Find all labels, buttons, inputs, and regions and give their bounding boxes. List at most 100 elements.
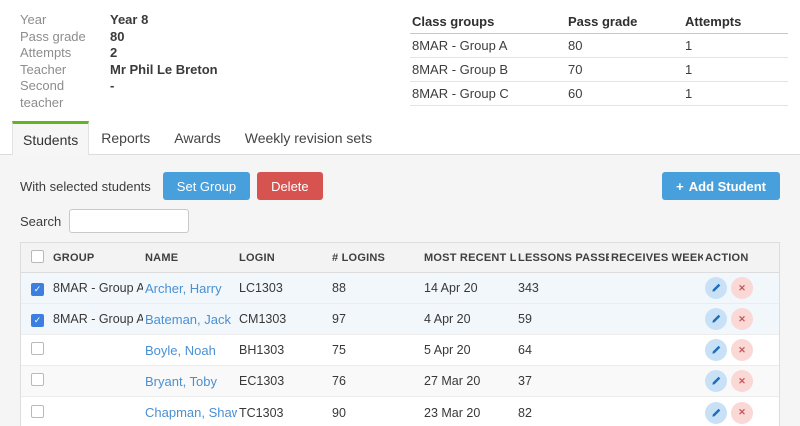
student-login: BH1303 xyxy=(239,343,285,357)
student-login: TC1303 xyxy=(239,405,284,420)
student-name-link[interactable]: Archer, Harry xyxy=(145,280,222,296)
student-lessons-passed: 59 xyxy=(518,312,532,326)
overview-label: Second teacher xyxy=(20,78,65,110)
student-login: CM1303 xyxy=(239,312,287,326)
x-icon: ✕ xyxy=(738,407,746,417)
edit-student-button[interactable] xyxy=(705,308,727,330)
tab-reports[interactable]: Reports xyxy=(101,129,151,146)
student-lessons-passed: 82 xyxy=(518,405,532,420)
edit-student-button[interactable] xyxy=(705,339,727,361)
students-tab-panel: With selected students Set Group Delete … xyxy=(0,155,800,426)
plus-icon: + xyxy=(676,178,684,194)
student-name-link[interactable]: Bryant, Toby xyxy=(145,373,218,389)
student-login: EC1303 xyxy=(239,374,285,388)
class-group-attempts: 1 xyxy=(685,86,693,101)
class-group-attempts: 1 xyxy=(685,38,693,53)
student-name-link[interactable]: Chapman, Shawn xyxy=(145,405,237,420)
student-name-link[interactable]: Bateman, Jack xyxy=(145,311,231,327)
class-groups-table: Class groups Pass grade Attempts 8MAR - … xyxy=(410,10,788,106)
class-groups-header: Class groups Pass grade Attempts xyxy=(410,10,788,34)
student-name-link[interactable]: Boyle, Noah xyxy=(145,342,216,358)
student-group: 8MAR - Group A xyxy=(53,281,143,295)
class-groups-header-name: Class groups xyxy=(412,14,495,29)
overview-value: 2 xyxy=(110,45,118,60)
student-most-recent: 23 Mar 20 xyxy=(424,405,481,420)
bulk-actions-toolbar: With selected students Set Group Delete … xyxy=(20,172,780,200)
overview-value: Mr Phil Le Breton xyxy=(110,61,218,77)
class-group-row: 8MAR - Group C 60 1 xyxy=(410,82,788,106)
overview-row-attempts: Attempts 2 xyxy=(20,45,218,62)
row-checkbox[interactable] xyxy=(31,342,44,355)
student-most-recent: 27 Mar 20 xyxy=(424,374,481,388)
class-group-pass-grade: 60 xyxy=(568,86,583,101)
student-login: LC1303 xyxy=(239,281,283,295)
student-most-recent: 14 Apr 20 xyxy=(424,281,478,295)
overview-row-year: Year Year 8 xyxy=(20,12,218,29)
header-group: GROUP xyxy=(53,251,95,264)
student-row: 8MAR - Group A Archer, Harry LC1303 88 1… xyxy=(21,273,779,304)
header-login: LOGIN xyxy=(239,251,275,264)
tab-awards[interactable]: Awards xyxy=(174,129,221,146)
overview-label: Pass grade xyxy=(20,28,86,44)
search-row: Search xyxy=(20,209,780,233)
row-checkbox[interactable] xyxy=(31,314,44,327)
tab-bar: Students Reports Awards Weekly revision … xyxy=(0,121,800,155)
x-icon: ✕ xyxy=(738,344,746,355)
student-lessons-passed: 64 xyxy=(518,343,532,357)
class-groups-header-attempts: Attempts xyxy=(685,14,742,29)
delete-button[interactable]: Delete xyxy=(257,172,323,200)
pencil-icon xyxy=(712,345,721,354)
edit-student-button[interactable] xyxy=(705,401,727,424)
class-group-pass-grade: 80 xyxy=(568,38,583,53)
x-icon: ✕ xyxy=(738,313,746,324)
remove-student-button[interactable]: ✕ xyxy=(731,277,753,299)
remove-student-button[interactable]: ✕ xyxy=(731,401,753,424)
remove-student-button[interactable]: ✕ xyxy=(731,370,753,392)
search-input[interactable] xyxy=(69,209,190,233)
tab-students[interactable]: Students xyxy=(12,121,90,155)
class-groups-header-pass-grade: Pass grade xyxy=(568,14,638,29)
select-all-checkbox[interactable] xyxy=(31,249,44,263)
add-student-label: Add Student xyxy=(688,178,766,194)
overview-label: Attempts xyxy=(20,45,72,60)
row-checkbox[interactable] xyxy=(31,404,44,418)
student-num-logins: 76 xyxy=(332,374,346,388)
pencil-icon xyxy=(712,314,721,323)
overview-value: - xyxy=(110,78,115,93)
student-row: Chapman, Shawn TC1303 90 23 Mar 20 82 ✕ xyxy=(21,397,779,426)
overview-row-teacher: Teacher Mr Phil Le Breton xyxy=(20,62,218,79)
header-name: NAME xyxy=(145,251,179,264)
row-checkbox[interactable] xyxy=(31,283,44,296)
search-label: Search xyxy=(20,213,62,229)
class-group-name: 8MAR - Group C xyxy=(412,86,509,101)
class-group-name: 8MAR - Group A xyxy=(412,38,508,53)
class-group-attempts: 1 xyxy=(685,62,693,77)
remove-student-button[interactable]: ✕ xyxy=(731,308,753,330)
tab-weekly-revision-sets[interactable]: Weekly revision sets xyxy=(244,129,373,146)
pencil-icon xyxy=(712,408,721,417)
set-group-button[interactable]: Set Group xyxy=(162,172,251,200)
overview-label: Year xyxy=(20,12,47,27)
add-student-button[interactable]: + Add Student xyxy=(662,172,780,200)
overview-value: 80 xyxy=(110,28,125,44)
header-receives-weekly: RECEIVES WEEKL... xyxy=(611,251,703,264)
row-checkbox[interactable] xyxy=(31,373,44,386)
student-num-logins: 88 xyxy=(332,281,346,295)
student-lessons-passed: 37 xyxy=(518,374,532,388)
header-lessons-passed: LESSONS PASSED xyxy=(518,251,609,264)
edit-student-button[interactable] xyxy=(705,370,727,392)
students-table-header: GROUP NAME LOGIN # LOGINS MOST RECENT L.… xyxy=(21,243,779,273)
header-most-recent: MOST RECENT L... xyxy=(424,251,516,264)
edit-student-button[interactable] xyxy=(705,277,727,299)
student-most-recent: 5 Apr 20 xyxy=(424,343,471,357)
x-icon: ✕ xyxy=(738,282,746,293)
with-selected-label: With selected students xyxy=(20,178,151,194)
class-group-pass-grade: 70 xyxy=(568,62,583,77)
students-table: GROUP NAME LOGIN # LOGINS MOST RECENT L.… xyxy=(20,242,780,426)
remove-student-button[interactable]: ✕ xyxy=(731,339,753,361)
student-num-logins: 97 xyxy=(332,312,346,326)
student-lessons-passed: 343 xyxy=(518,281,539,295)
overview-label: Teacher xyxy=(20,61,67,77)
pencil-icon xyxy=(712,376,721,385)
student-most-recent: 4 Apr 20 xyxy=(424,312,471,326)
